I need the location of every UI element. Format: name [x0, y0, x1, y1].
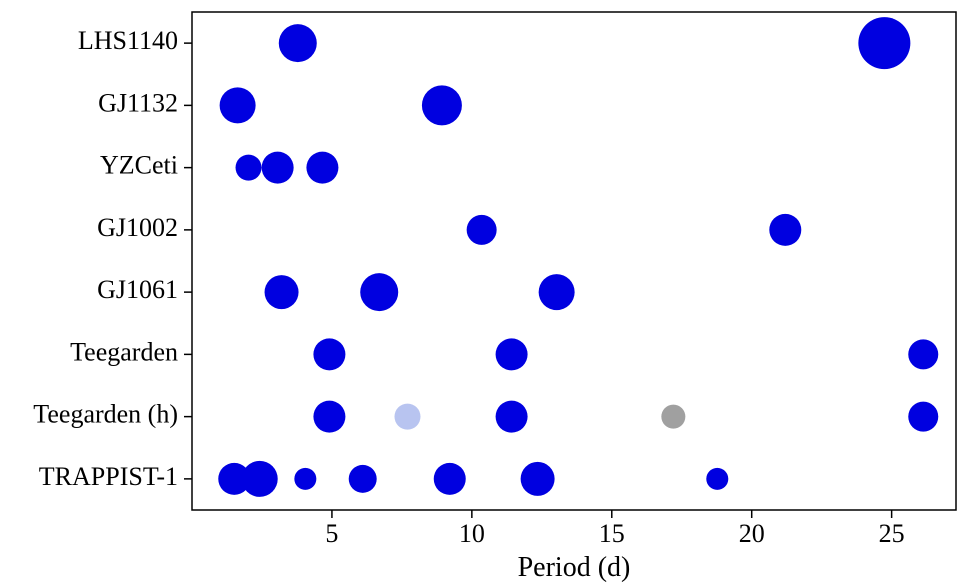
plot-frame [192, 12, 956, 510]
data-point [236, 155, 262, 181]
xtick-label: 10 [459, 519, 485, 548]
xtick-label: 5 [325, 519, 338, 548]
xtick-label: 20 [739, 519, 765, 548]
chart-container: 5 10 15 20 25 Period (d) TRAPPIST-1 Teegarden (… [0, 0, 971, 583]
data-point [313, 338, 345, 370]
ytick-label: GJ1002 [97, 213, 178, 242]
data-point [360, 273, 398, 311]
data-point [858, 17, 910, 69]
data-point [242, 461, 278, 497]
data-point [908, 339, 938, 369]
scatter-chart: 5 10 15 20 25 Period (d) TRAPPIST-1 Teegarden (… [0, 0, 971, 583]
ytick-label: Teegarden (h) [33, 400, 178, 429]
data-point [769, 214, 801, 246]
data-point [265, 275, 299, 309]
xtick-label: 25 [879, 519, 905, 548]
data-point [279, 24, 317, 62]
ytick-label: LHS1140 [78, 26, 178, 55]
x-axis-label: Period (d) [518, 552, 631, 583]
data-point [349, 465, 377, 493]
data-point [422, 85, 462, 125]
data-point [706, 468, 728, 490]
data-point [496, 338, 528, 370]
data-point [661, 405, 685, 429]
data-point [467, 215, 497, 245]
ytick-label: YZCeti [100, 151, 178, 180]
data-point [434, 463, 466, 495]
ytick-label: GJ1061 [97, 275, 178, 304]
data-point [220, 87, 256, 123]
data-point [313, 401, 345, 433]
data-point [521, 462, 555, 496]
data-point [294, 468, 316, 490]
ytick-label: TRAPPIST-1 [39, 462, 178, 491]
data-point [539, 274, 575, 310]
data-point [496, 401, 528, 433]
data-point [394, 404, 420, 430]
ytick-label: GJ1132 [98, 88, 178, 117]
ytick-label: Teegarden [70, 337, 178, 366]
data-point [908, 402, 938, 432]
data-point [306, 152, 338, 184]
data-point [262, 152, 294, 184]
xtick-label: 15 [599, 519, 625, 548]
